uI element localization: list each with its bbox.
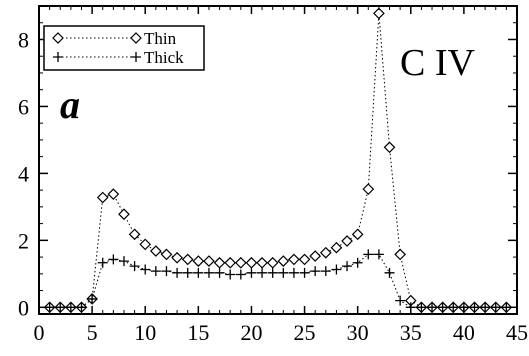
legend-marker (131, 52, 141, 62)
ion-label: C IV (400, 42, 476, 84)
data-point (193, 267, 204, 278)
data-point (278, 267, 289, 278)
legend-marker (130, 32, 142, 44)
data-point (351, 228, 364, 241)
legend-marker (53, 52, 63, 62)
data-point (266, 256, 279, 269)
data-point (256, 256, 268, 269)
series-thick (44, 249, 512, 313)
data-point (298, 253, 311, 266)
data-point (373, 249, 384, 260)
data-point (118, 256, 129, 267)
tick-labels: 0 5 10 15 20 25 30 35 40 45 0 2 4 6 8 (18, 27, 528, 345)
data-point (384, 267, 395, 278)
data-point (171, 251, 183, 264)
data-point (363, 249, 374, 260)
data-point (108, 254, 119, 265)
data-point (352, 257, 363, 268)
data-point (129, 261, 140, 272)
data-point (224, 256, 237, 269)
data-point (277, 255, 290, 267)
x-tick-label: 40 (453, 320, 475, 345)
data-point (87, 293, 98, 304)
data-point (161, 266, 172, 277)
data-point (225, 269, 236, 280)
data-point (299, 267, 310, 278)
data-point (214, 267, 225, 278)
series-thin (43, 7, 513, 314)
x-tick-label: 20 (240, 320, 262, 345)
legend-label: Thin (144, 29, 177, 48)
data-point (383, 141, 396, 154)
data-point (319, 246, 332, 259)
data-point (288, 267, 299, 278)
data-point (172, 267, 183, 278)
panel-label: a (60, 82, 80, 127)
x-tick-label: 30 (347, 320, 369, 345)
y-tick-label: 8 (18, 27, 29, 52)
data-point (330, 241, 343, 254)
data-point (342, 261, 353, 272)
x-tick-label: 45 (506, 320, 528, 345)
data-point (140, 264, 151, 275)
axes (38, 5, 518, 315)
data-point (203, 255, 215, 267)
x-tick-label: 10 (134, 320, 156, 345)
data-point (181, 253, 194, 266)
data-point (235, 269, 246, 280)
x-tick-label: 15 (187, 320, 209, 345)
data-point (203, 267, 214, 278)
x-tick-label: 0 (34, 320, 45, 345)
series-layer (43, 7, 513, 314)
data-point (257, 267, 268, 278)
data-point (97, 257, 108, 268)
legend-label: Thick (144, 48, 184, 67)
legend-marker (52, 32, 64, 44)
data-point (213, 256, 226, 269)
x-tick-label: 5 (87, 320, 98, 345)
data-point (139, 238, 152, 251)
data-point (373, 7, 385, 20)
data-point (331, 264, 342, 275)
data-point (341, 235, 353, 247)
legend-box (43, 25, 205, 71)
data-point (160, 248, 173, 261)
data-point (362, 183, 375, 195)
data-point (394, 248, 407, 261)
data-point (309, 250, 322, 262)
data-point (96, 191, 109, 204)
data-point (310, 266, 321, 277)
data-point (150, 266, 161, 277)
x-tick-label: 25 (294, 320, 316, 345)
y-tick-label: 0 (18, 295, 29, 320)
data-point (246, 267, 257, 278)
data-point (267, 267, 278, 278)
data-point (182, 267, 193, 278)
data-point (192, 255, 205, 267)
data-point (320, 266, 331, 277)
data-point (107, 188, 120, 200)
data-point (128, 228, 141, 241)
data-point (149, 245, 162, 257)
y-tick-label: 4 (18, 161, 29, 186)
data-point (245, 256, 258, 269)
data-point (234, 256, 247, 269)
y-tick-label: 2 (18, 228, 29, 253)
data-point (395, 295, 406, 306)
plot-frame (38, 5, 518, 315)
data-point (118, 208, 130, 221)
data-point (288, 253, 300, 266)
y-tick-label: 6 (18, 94, 29, 119)
x-tick-label: 35 (400, 320, 422, 345)
